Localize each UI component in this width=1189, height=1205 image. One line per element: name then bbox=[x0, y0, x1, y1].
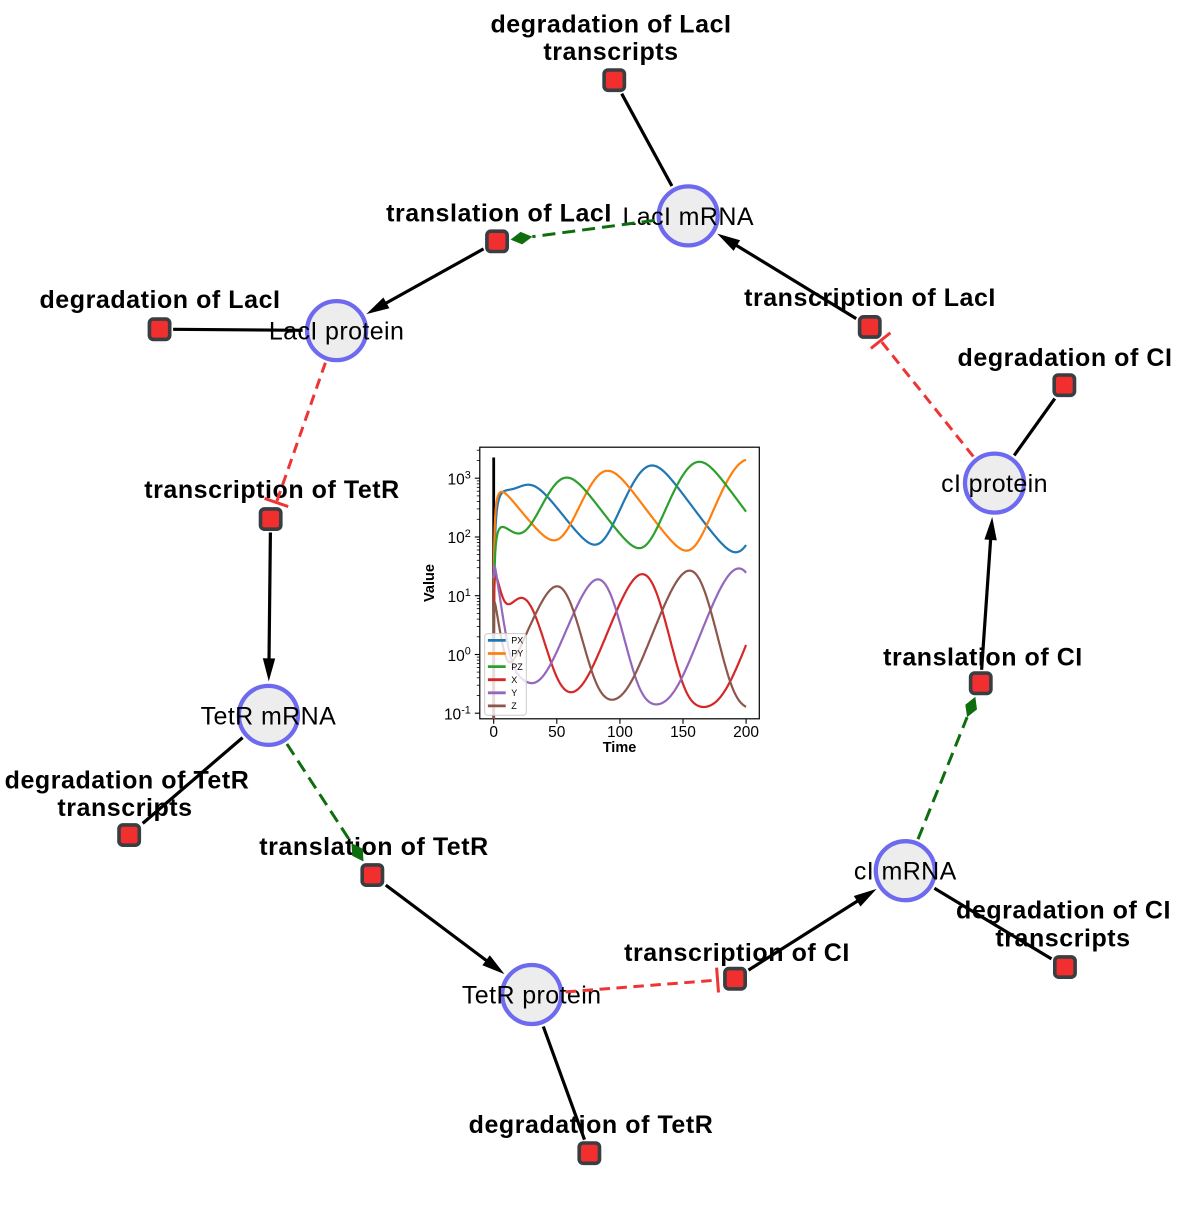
svg-text:Y: Y bbox=[511, 688, 517, 698]
svg-text:transcription of LacI: transcription of LacI bbox=[744, 284, 996, 312]
svg-text:Z: Z bbox=[511, 701, 517, 711]
svg-text:degradation of LacI: degradation of LacI bbox=[39, 286, 280, 314]
svg-text:degradation of CI: degradation of CI bbox=[956, 896, 1171, 924]
svg-text:Value: Value bbox=[422, 564, 438, 602]
svg-text:0: 0 bbox=[489, 724, 498, 741]
svg-text:degradation of TetR: degradation of TetR bbox=[469, 1111, 714, 1139]
svg-text:translation of LacI: translation of LacI bbox=[386, 200, 612, 228]
svg-text:50: 50 bbox=[548, 724, 566, 741]
svg-text:translation of TetR: translation of TetR bbox=[259, 833, 488, 861]
svg-text:PY: PY bbox=[511, 649, 523, 659]
svg-text:PZ: PZ bbox=[511, 662, 523, 672]
svg-text:cI protein: cI protein bbox=[941, 470, 1048, 498]
svg-text:degradation of CI: degradation of CI bbox=[958, 344, 1173, 372]
svg-text:transcription of CI: transcription of CI bbox=[624, 939, 850, 967]
svg-text:degradation of TetR: degradation of TetR bbox=[5, 766, 250, 794]
svg-text:200: 200 bbox=[733, 724, 759, 741]
svg-text:transcripts: transcripts bbox=[543, 38, 678, 66]
svg-text:150: 150 bbox=[670, 724, 696, 741]
svg-text:PX: PX bbox=[511, 636, 523, 646]
svg-text:LacI mRNA: LacI mRNA bbox=[622, 203, 753, 231]
svg-text:100: 100 bbox=[607, 724, 633, 741]
svg-text:Time: Time bbox=[603, 740, 637, 756]
svg-text:cI mRNA: cI mRNA bbox=[854, 858, 957, 886]
svg-text:TetR mRNA: TetR mRNA bbox=[201, 702, 337, 730]
svg-text:X: X bbox=[511, 675, 517, 685]
svg-text:TetR protein: TetR protein bbox=[462, 982, 602, 1010]
svg-text:degradation of LacI: degradation of LacI bbox=[490, 11, 731, 39]
